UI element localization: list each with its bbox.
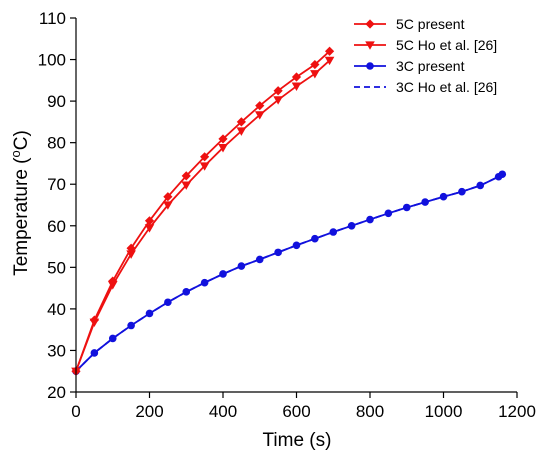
data-point bbox=[90, 349, 99, 357]
data-point bbox=[329, 228, 338, 236]
legend-entry-3: 3C Ho et al. [26] bbox=[354, 79, 497, 95]
y-tick-label: 80 bbox=[47, 134, 66, 153]
data-point bbox=[439, 192, 448, 201]
legend-entry-0: 5C present bbox=[354, 16, 465, 32]
legend-entry-2: 3C present bbox=[354, 58, 465, 74]
y-tick-label: 90 bbox=[47, 92, 66, 111]
data-point bbox=[199, 162, 210, 171]
data-point bbox=[310, 70, 320, 79]
legend-label: 3C present bbox=[396, 58, 465, 74]
data-point bbox=[292, 241, 301, 250]
x-tick-label: 400 bbox=[209, 402, 237, 421]
data-point bbox=[291, 72, 302, 82]
data-point bbox=[182, 288, 191, 296]
data-point bbox=[273, 96, 283, 105]
data-point bbox=[200, 152, 210, 162]
data-point bbox=[458, 187, 466, 196]
y-tick-label: 30 bbox=[47, 341, 66, 360]
series-3 bbox=[75, 173, 503, 372]
x-tick-label: 1200 bbox=[498, 402, 536, 421]
data-point bbox=[255, 255, 264, 264]
series-line bbox=[75, 173, 503, 372]
data-point bbox=[218, 134, 228, 144]
data-point bbox=[145, 309, 154, 318]
data-point bbox=[476, 181, 485, 190]
data-point bbox=[144, 224, 155, 233]
data-point bbox=[421, 198, 429, 206]
data-point bbox=[236, 127, 247, 136]
series-line bbox=[75, 50, 331, 372]
legend-entry-1: 5C Ho et al. [26] bbox=[354, 37, 497, 53]
data-point bbox=[324, 56, 335, 66]
data-point bbox=[200, 278, 209, 287]
data-point bbox=[163, 201, 173, 210]
data-point bbox=[181, 171, 191, 181]
y-tick-label: 110 bbox=[39, 9, 66, 28]
y-tick-label: 40 bbox=[47, 300, 66, 319]
y-tick-label: 20 bbox=[47, 383, 66, 402]
y-axis-title: Temperature (oC) bbox=[8, 130, 32, 276]
data-point bbox=[218, 144, 228, 153]
series-line bbox=[75, 59, 331, 372]
data-point bbox=[273, 86, 283, 96]
y-tick-label: 70 bbox=[47, 175, 66, 194]
data-point bbox=[181, 181, 192, 190]
y-axis-title-superscript: o bbox=[8, 150, 23, 157]
data-point bbox=[255, 101, 265, 111]
data-point bbox=[347, 221, 356, 230]
series-0 bbox=[71, 46, 335, 376]
data-point bbox=[127, 321, 135, 330]
y-axis-title-tail: C) bbox=[11, 130, 32, 150]
data-point bbox=[254, 111, 265, 120]
legend: 5C present 5C Ho et al. [26] 3C present 3C … bbox=[354, 16, 497, 95]
x-tick-label: 0 bbox=[71, 402, 80, 421]
data-point bbox=[311, 234, 319, 243]
legend-marker bbox=[366, 62, 374, 70]
data-point bbox=[108, 276, 118, 286]
data-point bbox=[144, 216, 155, 226]
data-point bbox=[402, 203, 411, 212]
data-point bbox=[237, 262, 246, 270]
data-point bbox=[126, 243, 136, 253]
x-tick-label: 800 bbox=[356, 402, 384, 421]
data-point bbox=[498, 170, 507, 179]
data-point bbox=[291, 82, 302, 91]
y-tick-label: 50 bbox=[47, 258, 66, 277]
legend-label: 5C present bbox=[396, 16, 465, 32]
data-point bbox=[89, 315, 99, 325]
data-point bbox=[366, 215, 374, 224]
axes-layer: 0 200 400 600 800 1000 1200 20 30 40 50 60 70 80 90 100… bbox=[38, 9, 536, 421]
data-point bbox=[219, 270, 227, 278]
x-axis-title: Time (s) bbox=[263, 430, 332, 451]
legend-marker bbox=[365, 19, 375, 29]
legend-label: 5C Ho et al. [26] bbox=[396, 37, 497, 53]
y-tick-label: 100 bbox=[38, 51, 66, 70]
legend-marker bbox=[365, 41, 375, 50]
data-point bbox=[274, 248, 282, 257]
legend-label: 3C Ho et al. [26] bbox=[396, 79, 497, 95]
data-point bbox=[108, 334, 117, 343]
series-line bbox=[75, 173, 503, 372]
data-point bbox=[163, 192, 173, 202]
x-tick-label: 600 bbox=[282, 402, 310, 421]
y-axis-title-main: Temperature ( bbox=[11, 157, 32, 276]
data-point bbox=[384, 209, 393, 218]
series-layer bbox=[71, 46, 507, 377]
series-2 bbox=[72, 170, 507, 376]
data-point bbox=[236, 117, 246, 127]
data-point bbox=[324, 46, 335, 56]
series-1 bbox=[71, 56, 335, 377]
data-point bbox=[310, 59, 320, 70]
data-point bbox=[164, 298, 172, 307]
x-tick-label: 200 bbox=[135, 402, 163, 421]
x-tick-label: 1000 bbox=[425, 402, 463, 421]
y-tick-label: 60 bbox=[47, 217, 66, 236]
